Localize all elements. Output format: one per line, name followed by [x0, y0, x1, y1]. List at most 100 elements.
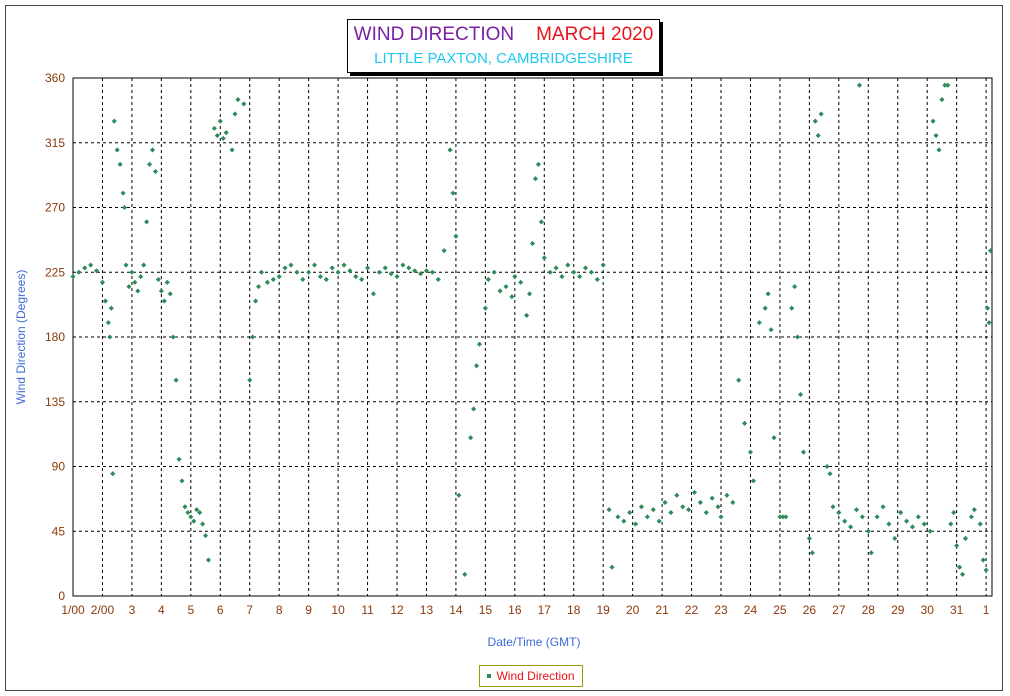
chart-title: WIND DIRECTION MARCH 2020	[348, 24, 659, 46]
data-point	[176, 456, 182, 462]
data-point	[429, 269, 435, 275]
data-point	[954, 543, 960, 549]
data-point	[951, 509, 957, 516]
data-point	[105, 320, 111, 326]
data-point	[783, 514, 789, 520]
data-point	[795, 334, 801, 340]
data-point	[980, 557, 986, 563]
data-point	[842, 518, 848, 524]
x-tick-label: 1/00	[61, 603, 85, 617]
data-point	[606, 507, 612, 513]
x-tick-label: 21	[655, 603, 669, 617]
data-point	[418, 271, 424, 277]
data-point	[441, 248, 447, 254]
data-point	[656, 518, 662, 524]
data-point	[836, 509, 842, 516]
y-tick-label: 270	[45, 201, 65, 215]
data-point	[668, 509, 674, 516]
x-tick-label: 15	[479, 603, 493, 617]
data-point	[129, 269, 135, 275]
data-point	[167, 291, 173, 297]
x-tick-label: 23	[714, 603, 728, 617]
data-point	[750, 478, 756, 484]
data-point	[718, 514, 724, 520]
data-point	[359, 276, 365, 282]
data-point	[423, 268, 430, 274]
data-point	[365, 265, 371, 271]
x-tick-label: 30	[921, 603, 935, 617]
y-tick-label: 315	[45, 136, 65, 150]
data-point	[957, 564, 963, 570]
data-point	[341, 262, 347, 268]
data-point	[915, 514, 921, 520]
y-tick-label: 45	[52, 524, 66, 538]
data-point	[173, 377, 179, 383]
data-point	[335, 269, 341, 275]
data-point	[886, 521, 892, 527]
x-tick-label: 6	[217, 603, 224, 617]
data-point	[132, 279, 138, 285]
y-tick-label: 225	[45, 265, 65, 279]
x-tick-label: 29	[891, 603, 905, 617]
data-point	[600, 262, 606, 268]
data-point	[473, 363, 480, 369]
data-point	[633, 521, 639, 527]
data-point	[114, 147, 120, 153]
x-tick-label: 11	[361, 603, 374, 617]
data-point	[792, 284, 798, 290]
data-point	[968, 514, 974, 520]
data-point	[394, 274, 400, 280]
chart-subtitle: LITTLE PAXTON, CAMBRIDGESHIRE	[374, 50, 633, 67]
data-point	[524, 312, 530, 318]
data-point	[553, 265, 559, 271]
data-point	[491, 269, 497, 275]
x-tick-label: 8	[276, 603, 283, 617]
data-point	[161, 298, 167, 304]
data-point	[927, 528, 933, 534]
data-point	[99, 279, 106, 285]
x-axis-title: Date/Time (GMT)	[488, 635, 581, 649]
data-point	[164, 279, 170, 285]
x-tick-label: 18	[567, 603, 581, 617]
data-point	[874, 514, 880, 520]
data-point	[179, 478, 185, 484]
x-tick-label: 28	[862, 603, 876, 617]
data-point	[680, 504, 686, 510]
data-point	[232, 111, 238, 117]
data-point	[223, 130, 229, 136]
data-point	[485, 276, 491, 282]
data-point	[977, 521, 983, 527]
data-point	[686, 507, 692, 513]
data-point	[149, 147, 156, 153]
data-point	[468, 435, 474, 441]
chart-title-box: WIND DIRECTION MARCH 2020 LITTLE PAXTON, …	[347, 19, 660, 73]
y-tick-label: 180	[45, 330, 65, 344]
x-tick-label: 25	[773, 603, 787, 617]
data-point	[571, 269, 577, 275]
data-point	[644, 514, 650, 520]
data-point	[971, 507, 977, 513]
data-point	[768, 327, 774, 333]
data-point	[135, 288, 141, 294]
grid-layer	[72, 77, 993, 597]
title-wind-direction: WIND DIRECTION	[353, 24, 515, 45]
x-tick-label: 1	[983, 603, 990, 617]
data-point	[300, 276, 306, 282]
x-tick-label: 19	[597, 603, 611, 617]
data-point	[582, 265, 589, 271]
x-tick-label: 13	[420, 603, 434, 617]
data-point	[306, 269, 312, 275]
data-point	[182, 504, 188, 510]
y-tick-label: 135	[45, 395, 65, 409]
data-point	[909, 524, 916, 530]
data-point	[447, 147, 453, 153]
x-tick-label: 22	[685, 603, 699, 617]
data-point	[709, 495, 715, 501]
y-tick-label: 90	[52, 460, 66, 474]
x-tick-label: 17	[538, 603, 552, 617]
data-point	[170, 334, 176, 340]
data-point	[214, 133, 220, 139]
x-tick-label: 27	[832, 603, 846, 617]
legend-marker-icon	[487, 674, 492, 678]
